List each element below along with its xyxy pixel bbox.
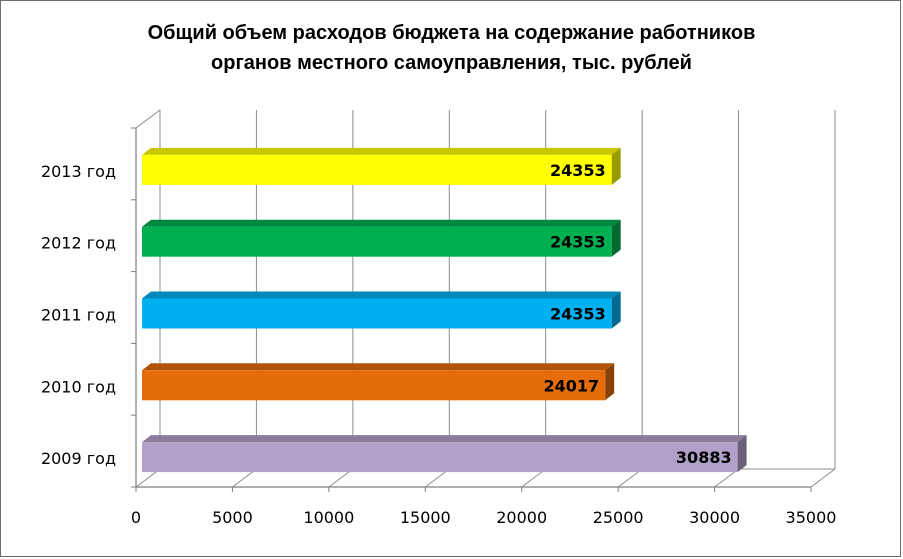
data-label-0: 30883: [676, 448, 732, 467]
chart-title: Общий объем расходов бюджета на содержан…: [0, 18, 903, 78]
bar-side-0: [737, 435, 747, 473]
bar-1: [142, 370, 606, 401]
x-tick-label-15000: 15000: [400, 508, 451, 527]
floor-line-35000: [810, 468, 836, 488]
data-label-3: 24353: [550, 233, 606, 252]
bar-top-0: [142, 435, 747, 443]
bar-side-1: [605, 363, 615, 401]
x-tick-label-35000: 35000: [786, 508, 837, 527]
bar-top-2: [142, 291, 621, 299]
bar-2: [142, 298, 612, 329]
chart-title-line-1: Общий объем расходов бюджета на содержан…: [147, 22, 756, 44]
bar-0: [142, 442, 738, 473]
bar-top-3: [142, 219, 621, 227]
category-label-2: 2011 год: [41, 306, 116, 325]
bar-side-3: [611, 219, 621, 257]
bar-side-2: [611, 291, 621, 329]
x-tick-label-0: 0: [131, 508, 141, 527]
bar-top-1: [142, 363, 615, 371]
side-wall-top: [135, 109, 161, 129]
bar-top-4: [142, 147, 621, 155]
data-label-4: 24353: [550, 161, 606, 180]
bar-side-4: [611, 147, 621, 185]
category-label-3: 2012 год: [41, 234, 116, 253]
x-tick-label-25000: 25000: [593, 508, 644, 527]
data-label-1: 24017: [544, 376, 600, 395]
x-tick-label-20000: 20000: [496, 508, 547, 527]
x-tick-label-5000: 5000: [212, 508, 253, 527]
category-label-4: 2013 год: [41, 162, 116, 181]
x-tick-label-30000: 30000: [689, 508, 740, 527]
data-label-2: 24353: [550, 305, 606, 324]
bar-4: [142, 154, 612, 185]
bar-3: [142, 226, 612, 257]
category-label-1: 2010 год: [41, 377, 116, 396]
category-label-0: 2009 год: [41, 449, 116, 468]
x-tick-label-10000: 10000: [303, 508, 354, 527]
chart-title-line-2: органов местного самоуправления, тыс. ру…: [211, 52, 692, 74]
